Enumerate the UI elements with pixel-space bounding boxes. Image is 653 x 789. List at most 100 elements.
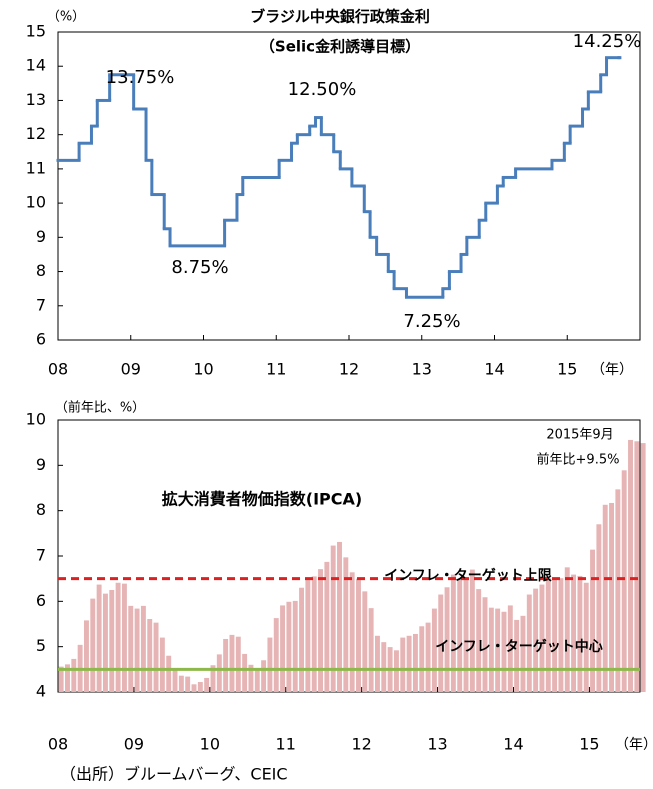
bar	[337, 541, 342, 692]
bar	[343, 557, 349, 692]
x-tick-label: 13	[412, 360, 432, 379]
bar	[393, 650, 399, 692]
bar	[444, 587, 450, 692]
bar	[115, 582, 121, 692]
bar	[109, 590, 115, 692]
x-tick-label: 15	[557, 360, 577, 379]
bar	[273, 618, 279, 692]
bar	[349, 572, 355, 692]
bar	[495, 608, 501, 692]
plot-frame	[57, 31, 641, 341]
bar	[178, 675, 184, 692]
bar	[299, 587, 305, 692]
y-tick-label: 6	[36, 330, 46, 349]
x-tick-label: 10	[200, 735, 220, 754]
bar	[330, 545, 336, 692]
bar	[520, 615, 526, 692]
bar	[235, 636, 241, 692]
x-tick-label: 09	[121, 360, 141, 379]
bar	[419, 626, 425, 692]
bar	[482, 597, 488, 692]
x-tick-label: 15	[579, 735, 599, 754]
x-tick-label: 08	[48, 360, 68, 379]
y-tick-label: 7	[36, 295, 46, 314]
bar	[318, 569, 323, 692]
bar	[406, 635, 412, 692]
bar	[305, 578, 311, 692]
source: （出所）ブルームバーグ、CEIC	[60, 765, 288, 784]
bar	[425, 622, 431, 692]
bar	[102, 593, 108, 692]
x-tick-label: 08	[48, 735, 68, 754]
bar	[450, 574, 456, 692]
y-tick-label: 4	[36, 682, 46, 701]
y-tick-label: 10	[26, 410, 46, 429]
chart-title: ブラジル中央銀行政策金利	[250, 8, 430, 26]
bar	[545, 577, 551, 692]
bar	[280, 605, 286, 692]
plot-frame	[57, 419, 641, 693]
y-tick-label: 10	[26, 193, 46, 212]
bar	[571, 574, 577, 692]
bar	[242, 653, 248, 692]
y-tick-label: 14	[26, 56, 46, 75]
y-tick-label: 9	[36, 455, 46, 474]
bar	[153, 622, 159, 692]
bar	[501, 611, 507, 692]
bar	[438, 594, 444, 692]
reference-label: インフレ・ターゲット上限	[384, 567, 552, 584]
bar	[204, 677, 210, 692]
bar	[58, 666, 64, 692]
annotation: 12.50%	[288, 79, 357, 100]
annotation: 8.75%	[171, 257, 228, 278]
bar	[229, 634, 235, 692]
y-tick-label: 15	[26, 22, 46, 41]
x-tick-label: 11	[276, 735, 296, 754]
x-tick-label: 09	[124, 735, 144, 754]
bar	[185, 676, 191, 692]
bar	[96, 584, 102, 692]
bar	[248, 664, 254, 692]
y-tick-label: 11	[26, 158, 46, 177]
bar	[564, 567, 570, 692]
bar	[381, 642, 387, 692]
bar	[65, 664, 70, 692]
reference-label: インフレ・ターゲット中心	[435, 638, 603, 655]
y-axis-label: （前年比、%）	[55, 400, 145, 416]
x-axis-label: （年）	[591, 362, 633, 378]
bar	[267, 637, 273, 692]
bar	[197, 682, 203, 692]
bar	[469, 569, 475, 692]
bar	[615, 489, 621, 692]
step-riser	[77, 57, 609, 298]
bar	[172, 669, 178, 692]
bar	[577, 575, 583, 692]
bar	[311, 576, 317, 692]
bar	[526, 594, 532, 692]
annotation: 13.75%	[106, 67, 175, 88]
bar	[476, 589, 482, 692]
x-axis-label: （年）	[615, 737, 653, 753]
chart-subtitle: （Selic金利誘導目標）	[260, 38, 420, 56]
bar	[583, 582, 589, 692]
bar	[640, 443, 646, 692]
bar	[324, 561, 330, 692]
chart-title: 拡大消費者物価指数(IPCA)	[162, 490, 362, 509]
bar	[362, 591, 368, 692]
bar	[210, 665, 216, 692]
bar	[552, 578, 558, 692]
x-tick-label: 14	[503, 735, 523, 754]
bar	[634, 441, 640, 692]
bar	[166, 655, 172, 692]
bar	[134, 608, 140, 692]
y-tick-label: 8	[36, 261, 46, 280]
bar	[223, 638, 229, 692]
bar	[261, 660, 267, 692]
x-tick-label: 10	[193, 360, 213, 379]
x-tick-label: 14	[484, 360, 504, 379]
x-tick-label: 13	[427, 735, 447, 754]
y-tick-label: 9	[36, 227, 46, 246]
bar	[539, 584, 545, 692]
bar	[254, 669, 260, 692]
